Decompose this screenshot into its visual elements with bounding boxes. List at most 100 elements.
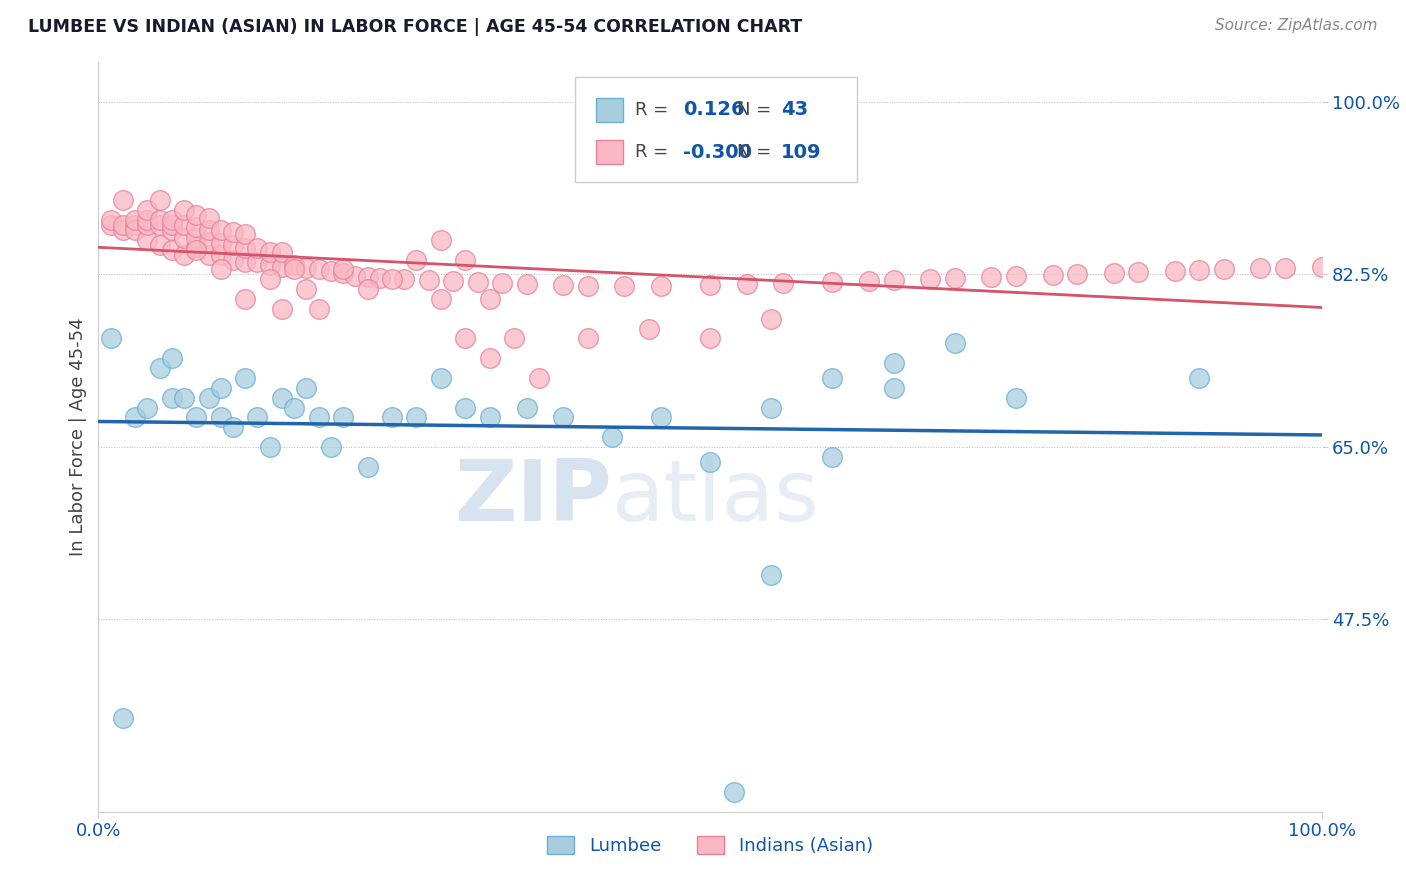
Point	[136, 233, 159, 247]
Point	[100, 331, 122, 345]
Point	[356, 282, 378, 296]
Point	[319, 264, 342, 278]
Point	[1066, 268, 1088, 282]
Point	[197, 223, 219, 237]
Point	[111, 218, 134, 232]
Point	[883, 381, 905, 395]
Text: atlas: atlas	[612, 456, 820, 539]
Point	[1212, 262, 1234, 277]
Point	[233, 254, 256, 268]
FancyBboxPatch shape	[596, 140, 623, 164]
Text: 0.126: 0.126	[683, 100, 745, 120]
Point	[576, 331, 599, 345]
Point	[270, 244, 294, 259]
Point	[136, 218, 159, 232]
Legend: Lumbee, Indians (Asian): Lumbee, Indians (Asian)	[547, 836, 873, 855]
Text: N =: N =	[737, 144, 778, 161]
Point	[160, 223, 183, 237]
Point	[222, 252, 245, 267]
Point	[699, 455, 721, 469]
Text: ZIP: ZIP	[454, 456, 612, 539]
Y-axis label: In Labor Force | Age 45-54: In Labor Force | Age 45-54	[69, 318, 87, 557]
Point	[883, 356, 905, 370]
Point	[233, 292, 256, 306]
Point	[650, 410, 672, 425]
Point	[246, 254, 269, 268]
Point	[553, 278, 575, 293]
Point	[980, 270, 1002, 285]
Point	[233, 371, 256, 385]
Point	[356, 270, 378, 285]
Point	[160, 351, 183, 366]
Point	[186, 410, 208, 425]
Point	[405, 252, 427, 267]
Point	[209, 235, 232, 250]
Point	[761, 311, 783, 326]
Point	[160, 391, 183, 405]
Point	[173, 203, 195, 218]
Point	[467, 275, 489, 289]
Point	[332, 267, 354, 281]
Point	[136, 401, 159, 415]
Point	[308, 262, 330, 277]
Point	[1188, 371, 1211, 385]
Point	[283, 262, 305, 277]
Point	[308, 301, 330, 316]
Point	[454, 331, 477, 345]
Point	[1249, 261, 1271, 276]
Point	[943, 336, 966, 351]
Point	[1042, 268, 1064, 283]
Point	[430, 292, 453, 306]
FancyBboxPatch shape	[575, 78, 856, 182]
Point	[613, 279, 636, 293]
Point	[222, 225, 245, 239]
Point	[197, 248, 219, 262]
Point	[233, 241, 256, 255]
Point	[283, 258, 305, 272]
Point	[186, 243, 208, 257]
Point	[209, 381, 232, 395]
Point	[149, 237, 172, 252]
Point	[454, 252, 477, 267]
Point	[197, 211, 219, 226]
Point	[186, 208, 208, 222]
Point	[699, 331, 721, 345]
Point	[160, 213, 183, 227]
Point	[124, 223, 146, 237]
Point	[441, 274, 464, 288]
Point	[381, 410, 404, 425]
Point	[418, 273, 440, 287]
Point	[124, 218, 146, 232]
Point	[173, 248, 195, 262]
Point	[308, 410, 330, 425]
Point	[149, 213, 172, 227]
Point	[197, 235, 219, 249]
Text: R =: R =	[636, 144, 675, 161]
Point	[246, 241, 269, 255]
Point	[478, 292, 501, 306]
Point	[491, 277, 513, 291]
Point	[735, 277, 758, 292]
Point	[699, 278, 721, 293]
Point	[124, 213, 146, 227]
Point	[283, 401, 305, 415]
Point	[1004, 391, 1026, 405]
Point	[356, 459, 378, 474]
Point	[1310, 260, 1333, 274]
Point	[821, 275, 844, 289]
Point	[1164, 264, 1187, 278]
Point	[209, 410, 232, 425]
Point	[1102, 267, 1125, 281]
Point	[650, 279, 672, 293]
FancyBboxPatch shape	[596, 97, 623, 121]
Point	[173, 218, 195, 232]
Point	[222, 237, 245, 252]
Point	[186, 231, 208, 245]
Point	[295, 381, 318, 395]
Point	[186, 240, 208, 254]
Point	[160, 218, 183, 232]
Point	[478, 351, 501, 366]
Point	[209, 223, 232, 237]
Point	[100, 218, 122, 232]
Point	[111, 194, 134, 208]
